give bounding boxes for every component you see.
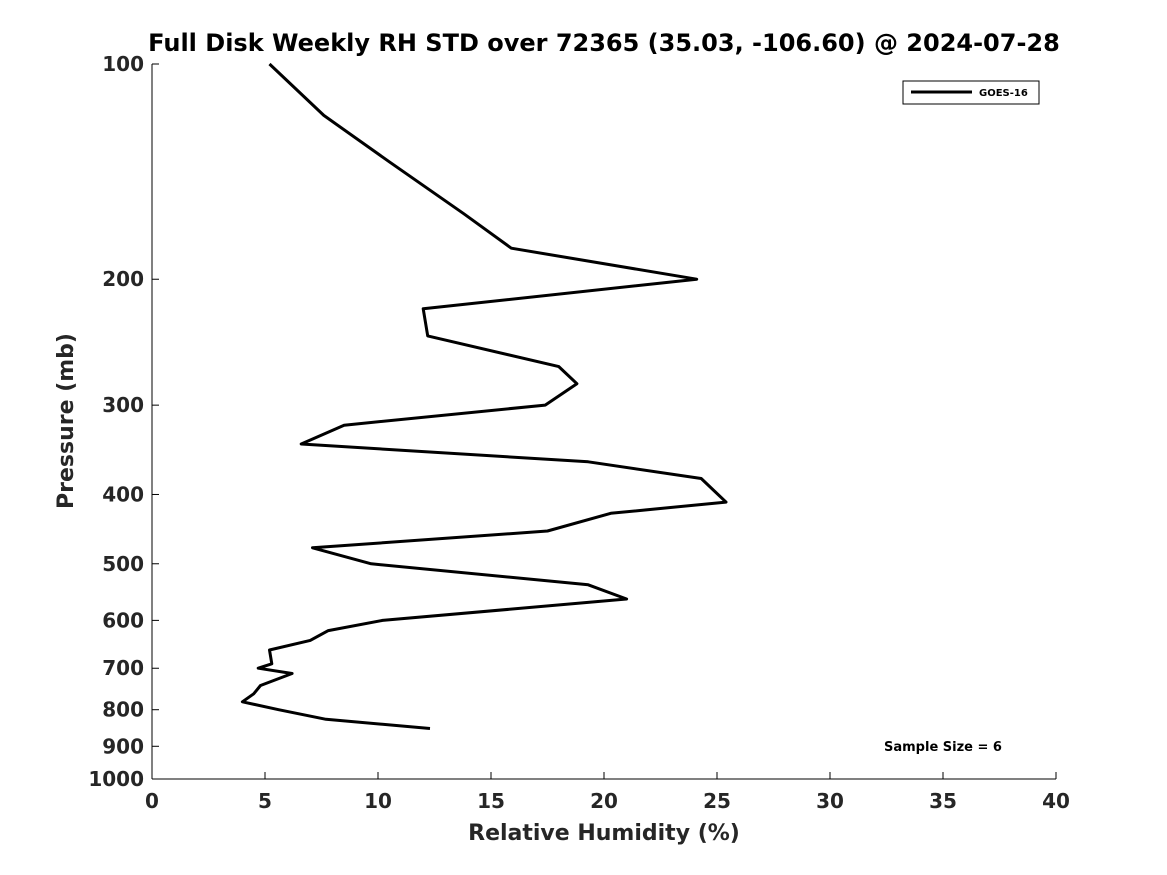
y-tick-label: 400 — [102, 482, 144, 506]
x-tick-label: 15 — [477, 789, 505, 813]
legend: GOES-16 — [902, 80, 1040, 105]
y-tick-label: 200 — [102, 267, 144, 291]
x-tick-label: 35 — [929, 789, 957, 813]
y-tick-label: 700 — [102, 656, 144, 680]
x-axis-label: Relative Humidity (%) — [468, 821, 740, 846]
y-tick-label: 1000 — [88, 767, 144, 791]
x-tick-label: 30 — [816, 789, 844, 813]
x-ticks: 0 5 10 15 20 25 30 35 40 — [145, 772, 1070, 813]
x-tick-label: 10 — [364, 789, 392, 813]
legend-entry-goes-16: GOES-16 — [979, 88, 1028, 99]
x-tick-label: 0 — [145, 789, 159, 813]
y-tick-label: 900 — [102, 734, 144, 758]
y-tick-label: 100 — [102, 52, 144, 76]
y-ticks: 100 200 300 400 500 600 700 800 900 1000 — [88, 52, 159, 791]
series-layer — [240, 62, 728, 730]
series-line-goes-16 — [240, 62, 728, 730]
y-tick-label: 800 — [102, 698, 144, 722]
y-tick-label: 300 — [102, 393, 144, 417]
y-axis-label: Pressure (mb) — [54, 333, 79, 509]
sample-size-annotation: Sample Size = 6 — [884, 740, 1002, 755]
x-tick-label: 25 — [703, 789, 731, 813]
y-tick-label: 500 — [102, 552, 144, 576]
y-tick-label: 600 — [102, 608, 144, 632]
x-tick-label: 40 — [1042, 789, 1070, 813]
chart-title: Full Disk Weekly RH STD over 72365 (35.0… — [148, 29, 1060, 57]
x-tick-label: 5 — [258, 789, 272, 813]
x-tick-label: 20 — [590, 789, 618, 813]
